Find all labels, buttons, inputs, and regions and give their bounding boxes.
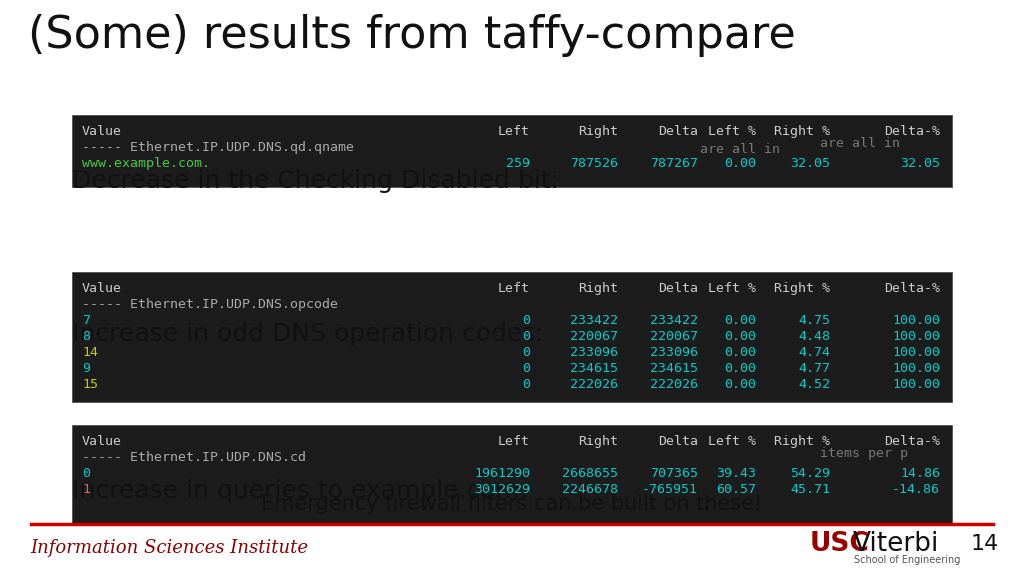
Text: Increase in queries to example.com:: Increase in queries to example.com: bbox=[72, 479, 528, 503]
Text: 100.00: 100.00 bbox=[892, 378, 940, 391]
Text: Delta: Delta bbox=[658, 435, 698, 448]
Text: Information Sciences Institute: Information Sciences Institute bbox=[30, 539, 308, 557]
Text: 2668655: 2668655 bbox=[562, 467, 618, 480]
Text: 233096: 233096 bbox=[650, 346, 698, 359]
Text: 259: 259 bbox=[506, 157, 530, 170]
Text: Right %: Right % bbox=[774, 125, 830, 138]
Text: Delta-%: Delta-% bbox=[884, 282, 940, 295]
Text: ----- Ethernet.IP.UDP.DNS.opcode: ----- Ethernet.IP.UDP.DNS.opcode bbox=[82, 298, 338, 311]
Text: 100.00: 100.00 bbox=[892, 362, 940, 375]
Text: Delta: Delta bbox=[658, 125, 698, 138]
Text: 100.00: 100.00 bbox=[892, 314, 940, 327]
Text: 2246678: 2246678 bbox=[562, 483, 618, 496]
Text: Left %: Left % bbox=[708, 282, 756, 295]
Text: 222026: 222026 bbox=[650, 378, 698, 391]
Text: 787267: 787267 bbox=[650, 157, 698, 170]
Text: Right %: Right % bbox=[774, 282, 830, 295]
FancyBboxPatch shape bbox=[72, 272, 952, 402]
Text: 3012629: 3012629 bbox=[474, 483, 530, 496]
Text: 0.00: 0.00 bbox=[724, 346, 756, 359]
Text: 787526: 787526 bbox=[570, 157, 618, 170]
Text: Emergency firewall filters can be built on these!: Emergency firewall filters can be built … bbox=[261, 494, 763, 514]
Text: 100.00: 100.00 bbox=[892, 330, 940, 343]
Text: 234615: 234615 bbox=[650, 362, 698, 375]
Text: 4.48: 4.48 bbox=[798, 330, 830, 343]
Text: 0.00: 0.00 bbox=[724, 362, 756, 375]
Text: 234615: 234615 bbox=[570, 362, 618, 375]
Text: 0: 0 bbox=[522, 362, 530, 375]
Text: Right: Right bbox=[578, 435, 618, 448]
Text: 0.00: 0.00 bbox=[724, 157, 756, 170]
Text: 100.00: 100.00 bbox=[892, 346, 940, 359]
Text: Left %: Left % bbox=[708, 435, 756, 448]
Text: 4.74: 4.74 bbox=[798, 346, 830, 359]
Text: 707365: 707365 bbox=[650, 467, 698, 480]
Text: 4.52: 4.52 bbox=[798, 378, 830, 391]
Text: Increase in odd DNS operation codes:: Increase in odd DNS operation codes: bbox=[72, 322, 544, 346]
Text: Delta-%: Delta-% bbox=[884, 125, 940, 138]
Text: 0: 0 bbox=[522, 378, 530, 391]
Text: 222026: 222026 bbox=[570, 378, 618, 391]
Text: 4.77: 4.77 bbox=[798, 362, 830, 375]
Text: 32.05: 32.05 bbox=[900, 157, 940, 170]
Text: 0.00: 0.00 bbox=[724, 378, 756, 391]
Text: USC: USC bbox=[810, 531, 869, 557]
Text: 45.71: 45.71 bbox=[790, 483, 830, 496]
Text: are all in: are all in bbox=[700, 143, 780, 156]
Text: 1: 1 bbox=[82, 483, 90, 496]
Text: Left: Left bbox=[498, 435, 530, 448]
Text: -14.86: -14.86 bbox=[892, 483, 940, 496]
Text: 0: 0 bbox=[522, 346, 530, 359]
Text: Left %: Left % bbox=[708, 125, 756, 138]
Text: 1961290: 1961290 bbox=[474, 467, 530, 480]
Text: -765951: -765951 bbox=[642, 483, 698, 496]
Text: 15: 15 bbox=[82, 378, 98, 391]
Text: Left: Left bbox=[498, 125, 530, 138]
Text: School of Engineering: School of Engineering bbox=[854, 555, 961, 565]
Text: Viterbi: Viterbi bbox=[853, 531, 939, 557]
Text: 220067: 220067 bbox=[650, 330, 698, 343]
Text: Right: Right bbox=[578, 282, 618, 295]
Text: 39.43: 39.43 bbox=[716, 467, 756, 480]
Text: 32.05: 32.05 bbox=[790, 157, 830, 170]
Text: 4.75: 4.75 bbox=[798, 314, 830, 327]
Text: 0: 0 bbox=[522, 314, 530, 327]
Text: 8: 8 bbox=[82, 330, 90, 343]
Text: Right %: Right % bbox=[774, 435, 830, 448]
Text: Left: Left bbox=[498, 282, 530, 295]
Text: 233096: 233096 bbox=[570, 346, 618, 359]
Text: 7: 7 bbox=[82, 314, 90, 327]
Text: 14: 14 bbox=[971, 534, 999, 554]
FancyBboxPatch shape bbox=[72, 425, 952, 525]
Text: ----- Ethernet.IP.UDP.DNS.cd: ----- Ethernet.IP.UDP.DNS.cd bbox=[82, 451, 306, 464]
Text: 14.86: 14.86 bbox=[900, 467, 940, 480]
Text: 0: 0 bbox=[82, 467, 90, 480]
Text: 0.00: 0.00 bbox=[724, 330, 756, 343]
Text: Value: Value bbox=[82, 282, 122, 295]
Text: 14: 14 bbox=[82, 346, 98, 359]
Text: 9: 9 bbox=[82, 362, 90, 375]
Text: Delta: Delta bbox=[658, 282, 698, 295]
Text: 60.57: 60.57 bbox=[716, 483, 756, 496]
Text: Value: Value bbox=[82, 125, 122, 138]
Text: 233422: 233422 bbox=[650, 314, 698, 327]
Text: 0.00: 0.00 bbox=[724, 314, 756, 327]
Text: are all in: are all in bbox=[820, 137, 900, 150]
Text: (Some) results from taffy-compare: (Some) results from taffy-compare bbox=[28, 14, 796, 57]
Text: www.example.com.: www.example.com. bbox=[82, 157, 210, 170]
Text: Right: Right bbox=[578, 125, 618, 138]
Text: 220067: 220067 bbox=[570, 330, 618, 343]
Text: ----- Ethernet.IP.UDP.DNS.qd.qname: ----- Ethernet.IP.UDP.DNS.qd.qname bbox=[82, 141, 354, 154]
Text: Delta-%: Delta-% bbox=[884, 435, 940, 448]
Text: 54.29: 54.29 bbox=[790, 467, 830, 480]
Text: 0: 0 bbox=[522, 330, 530, 343]
FancyBboxPatch shape bbox=[72, 115, 952, 187]
Text: Value: Value bbox=[82, 435, 122, 448]
Text: 233422: 233422 bbox=[570, 314, 618, 327]
Text: items per p: items per p bbox=[820, 447, 908, 460]
Text: Decrease in the Checking Disabled bit:: Decrease in the Checking Disabled bit: bbox=[72, 169, 559, 193]
